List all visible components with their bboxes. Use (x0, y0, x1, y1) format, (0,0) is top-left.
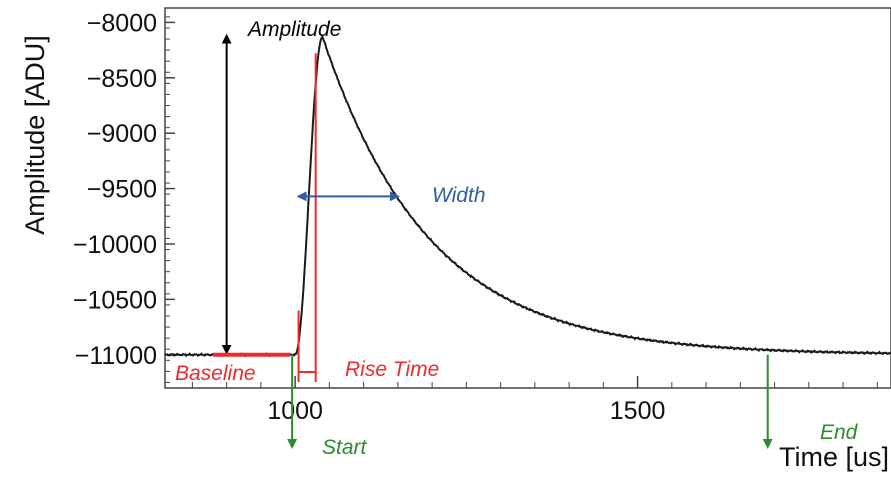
series-line (164, 34, 891, 358)
annotations: Amplitude Baseline Rise Time Width Start End (175, 18, 859, 459)
y-axis: −8000 −8500 −9000 −9500 −10000 −10500 −11000 (73, 9, 175, 383)
y-tick-label: −9500 (87, 176, 157, 204)
width-label: Width (432, 184, 486, 207)
y-tick-label: −9000 (87, 120, 157, 148)
baseline-label: Baseline (175, 362, 256, 385)
y-tick-label: −11000 (75, 342, 157, 370)
amplitude-label: Amplitude (246, 18, 341, 41)
x-tick-label: 1000 (267, 397, 323, 425)
y-tick-label: −8500 (87, 65, 157, 93)
start-label: Start (322, 436, 368, 459)
x-axis: 1000 1500 (191, 376, 878, 425)
plot-frame (164, 7, 891, 389)
y-tick-label: −10000 (73, 231, 157, 259)
end-label: End (820, 421, 859, 444)
x-tick-label: 1500 (610, 397, 666, 425)
y-tick-label: −10500 (73, 286, 157, 314)
rise-time-label: Rise Time (345, 358, 439, 381)
y-axis-title: Amplitude [ADU] (20, 35, 50, 235)
x-axis-title: Time [us] (779, 442, 889, 472)
y-tick-label: −8000 (87, 9, 157, 37)
